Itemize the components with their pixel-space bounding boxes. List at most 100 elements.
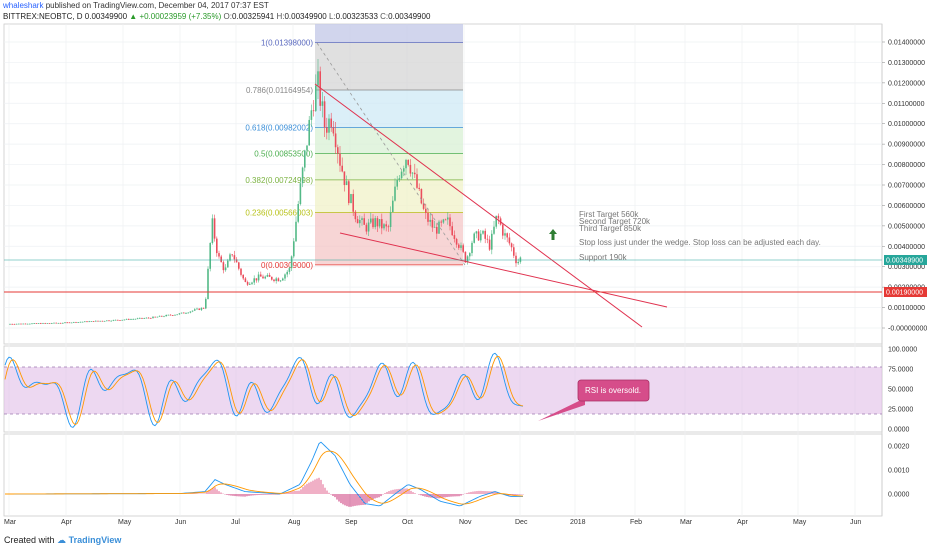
up-arrow-icon[interactable] [549,229,557,240]
candle-body [227,260,229,268]
candle-body [172,315,174,316]
macd-tick-label: 0.0020 [888,444,910,451]
last-price: 0.00349900 [84,12,128,21]
wedge-lower-line[interactable] [339,232,668,308]
candle-body [491,233,493,250]
candle-body [68,322,71,324]
candle-body [425,208,427,213]
candle-body [398,178,401,180]
candle-body [372,218,374,228]
candle-body [466,256,469,263]
candle-body [64,322,66,324]
author-link[interactable]: whaleshark [3,1,44,10]
rsi-tick-label: 0.0000 [888,427,910,434]
fib-level-label: 0(0.00309000) [261,261,313,270]
macd-tick-label: 0.0000 [888,492,910,499]
time-tick-label: May [793,519,807,526]
fib-retracement[interactable]: 1(0.01398000) 0.786(0.01164954) 0.618(0.00… [245,24,463,270]
candles [9,59,522,325]
candle-body [453,235,456,239]
candle-body [40,323,42,324]
candle-body [361,218,363,220]
candle-body [55,322,57,324]
price-tick-label: 0.01000000 [888,121,925,128]
candle-body [218,253,220,257]
candle-body [464,251,467,263]
candle-body [44,323,46,324]
candle-body [169,314,172,316]
price-chart[interactable]: 1(0.01398000) 0.786(0.01164954) 0.618(0.00… [0,0,932,532]
candle-body [330,118,332,128]
fib-extension-zone [315,24,463,43]
candle-body [176,314,178,316]
candle-body [343,171,346,186]
candle-body [429,219,431,222]
candle-body [403,168,405,172]
candle-body [57,322,60,324]
candle-body [114,319,117,321]
candle-body [277,278,280,282]
wedge-upper-line[interactable] [314,83,643,328]
candle-body [216,238,218,254]
candle-body [139,317,141,319]
candle-body [519,257,522,262]
candle-body [48,323,51,324]
candle-body [224,267,227,271]
candle-body [486,238,489,240]
candle-body [90,321,93,322]
macd-pane [3,433,883,517]
candle-body [376,218,379,227]
candle-body [493,226,495,234]
rsi-callout[interactable]: RSI is oversold. [538,379,650,421]
candle-body [458,244,460,248]
candle-body [266,274,269,277]
target-1-text[interactable]: First Target 560k [579,210,639,219]
current-price-tag [884,255,927,265]
candle-body [84,321,86,323]
candle-body [286,271,288,275]
candle-body [145,317,148,319]
candle-body [308,119,310,146]
candle-body [24,323,27,325]
symbol-name[interactable]: BITTREX:NEOBTC, D [3,12,83,21]
candle-body [246,282,249,285]
low-value: 0.00323533 [335,12,378,21]
created-with-text: Created with [4,535,55,545]
candle-body [508,237,511,244]
candle-body [378,219,381,227]
support-price-tag-text: 0.00190000 [886,290,923,297]
candle-body [284,274,286,279]
fib-zone [315,153,463,180]
candle-body [275,278,277,281]
candle-body [337,147,339,154]
candle-body [143,318,145,319]
price-tick-label: 0.00300000 [888,264,925,271]
stop-loss-text[interactable]: Stop loss just under the wedge. Stop los… [579,238,821,247]
candle-body [31,323,33,325]
candle-body [442,219,445,223]
candle-body [222,262,225,271]
candle-body [202,307,205,309]
stoch-d-line [4,355,524,426]
price-tick-label: 0.00700000 [888,183,925,190]
candle-body [290,256,293,269]
candle-body [381,219,383,229]
candle-body [200,307,203,310]
fib-diagonal [316,42,466,266]
candle-body [205,299,207,309]
candle-body [279,280,282,282]
candle-body [293,241,295,257]
target-2-text[interactable]: Second Target 720k [579,217,651,226]
candle-body [460,245,462,248]
current-price-tag-text: 0.00349900 [886,258,923,265]
candle-body [299,183,302,205]
candle-body [264,276,266,279]
tradingview-brand[interactable]: TradingView [68,535,122,545]
candle-body [35,323,38,324]
candle-body [482,230,484,234]
candle-body [51,323,53,324]
support-text[interactable]: Support 190k [579,253,628,262]
footer: Created with ☁ TradingView [4,535,121,546]
price-tick-label: 0.01200000 [888,80,925,87]
target-3-text[interactable]: Third Target 850k [579,224,642,233]
